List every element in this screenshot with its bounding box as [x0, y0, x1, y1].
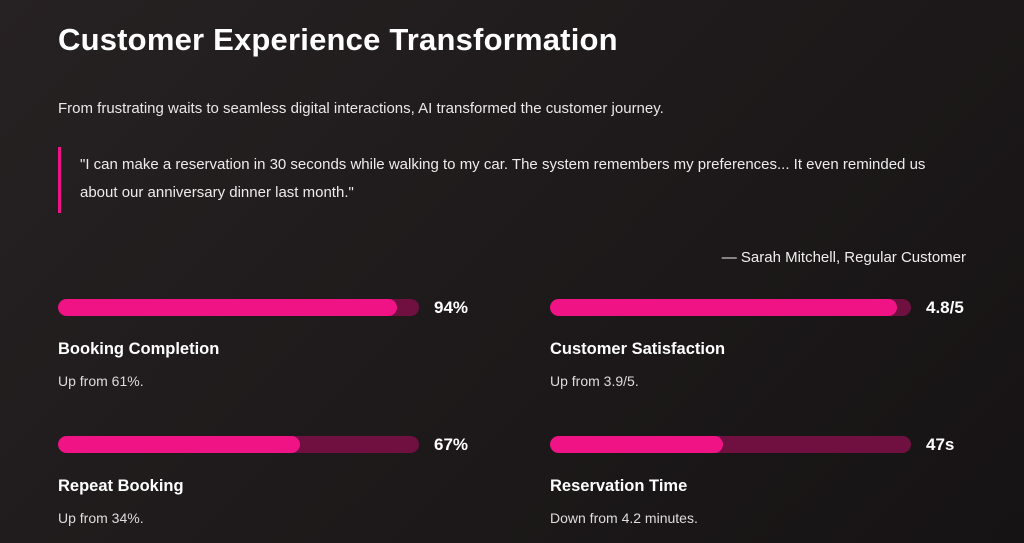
metric-value: 94%	[434, 297, 469, 317]
metric-value: 4.8/5	[926, 297, 964, 317]
metric-bar-row: 67%	[58, 435, 474, 455]
metric-bar-row: 4.8/5	[550, 298, 966, 318]
metric-repeat-booking: 67% Repeat Booking Up from 34%.	[58, 435, 474, 526]
metric-note: Up from 34%.	[58, 509, 144, 526]
metric-bar-row: 47s	[550, 435, 966, 455]
metric-note: Up from 3.9/5.	[550, 372, 639, 389]
metric-reservation-time: 47s Reservation Time Down from 4.2 minut…	[550, 435, 966, 526]
metric-value: 47s	[926, 434, 955, 454]
metric-label: Booking Completion	[58, 339, 220, 358]
metric-value: 67%	[434, 434, 469, 454]
metric-bar-fill	[550, 436, 724, 453]
metric-note: Down from 4.2 minutes.	[550, 509, 698, 526]
quote-text: "I can make a reservation in 30 seconds …	[80, 156, 926, 201]
metric-bar-track	[58, 436, 419, 453]
metric-label: Reservation Time	[550, 476, 688, 495]
metric-bar-fill	[58, 436, 300, 453]
slide: Customer Experience Transformation From …	[58, 22, 966, 526]
metric-bar-track	[58, 299, 419, 316]
metric-bar-row: 94%	[58, 298, 474, 318]
metric-bar-track	[550, 299, 911, 316]
metric-note: Up from 61%.	[58, 372, 144, 389]
page-title: Customer Experience Transformation	[58, 22, 618, 57]
metric-label: Repeat Booking	[58, 476, 184, 495]
metric-bar-fill	[58, 299, 398, 316]
metric-label: Customer Satisfaction	[550, 339, 726, 358]
subtitle: From frustrating waits to seamless digit…	[58, 100, 664, 117]
metric-bar-fill	[550, 299, 897, 316]
metrics-grid: 94% Booking Completion Up from 61%. 4.8/…	[58, 298, 966, 526]
metric-booking-completion: 94% Booking Completion Up from 61%.	[58, 298, 474, 389]
metric-bar-track	[550, 436, 911, 453]
quote-attribution: — Sarah Mitchell, Regular Customer	[721, 248, 966, 266]
metric-customer-satisfaction: 4.8/5 Customer Satisfaction Up from 3.9/…	[550, 298, 966, 389]
quote-block: "I can make a reservation in 30 seconds …	[58, 147, 938, 213]
